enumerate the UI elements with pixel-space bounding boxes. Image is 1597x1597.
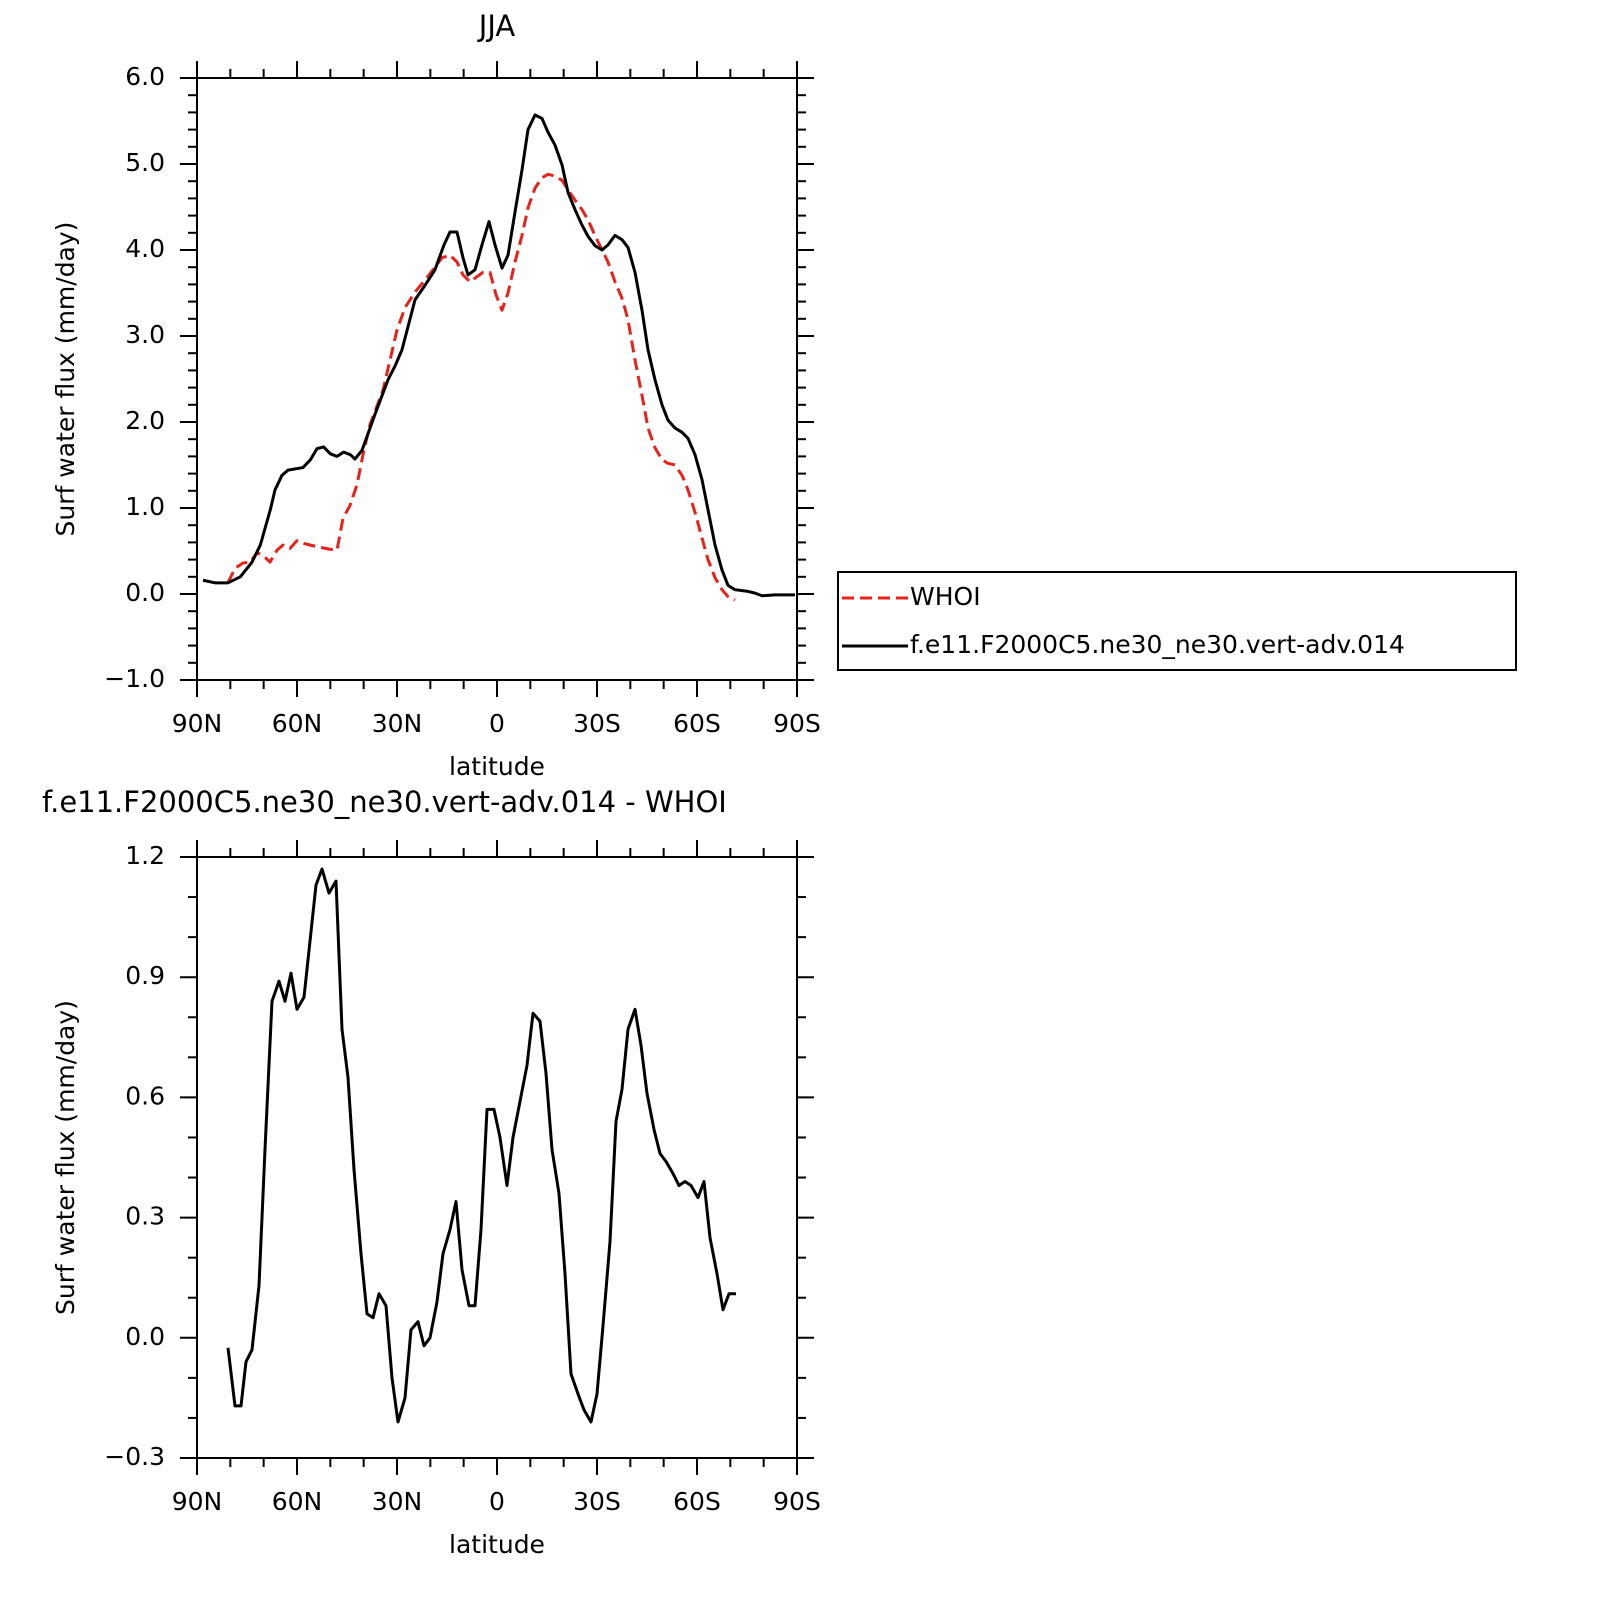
plot-frame [196,856,798,1459]
y-tick-label: 0.0 [125,1322,165,1351]
x-tick-label: 60S [673,1487,721,1516]
y-tick-label: −1.0 [104,664,165,693]
x-tick-label: 90N [172,709,223,738]
x-tick-label: 30S [573,709,621,738]
x-tick-label: 0 [489,709,505,738]
y-tick-label: −0.3 [104,1442,165,1471]
data-line [202,113,795,598]
y-tick-label: 0.0 [125,578,165,607]
data-line [226,172,736,602]
chart-title: f.e11.F2000C5.ne30_ne30.vert-adv.014 - W… [42,785,727,819]
legend-label: f.e11.F2000C5.ne30_ne30.vert-adv.014 [910,630,1405,659]
x-tick-label: 30N [372,1487,423,1516]
y-tick-label: 1.2 [125,841,165,870]
x-tick-label: 60S [673,709,721,738]
y-axis-label: Surf water flux (mm/day) [51,1000,80,1315]
data-line [226,867,736,1424]
y-axis-label: Surf water flux (mm/day) [51,222,80,537]
y-tick-label: 0.6 [125,1081,165,1110]
x-tick-label: 30S [573,1487,621,1516]
y-tick-label: 0.9 [125,961,165,990]
y-tick-label: 6.0 [125,62,165,91]
x-axis-label: latitude [449,752,545,781]
y-tick-label: 2.0 [125,406,165,435]
x-tick-label: 60N [272,1487,323,1516]
y-tick-label: 4.0 [125,234,165,263]
x-tick-label: 90S [773,1487,821,1516]
y-tick-label: 3.0 [125,320,165,349]
x-tick-label: 90N [172,1487,223,1516]
x-tick-label: 30N [372,709,423,738]
x-tick-label: 90S [773,709,821,738]
legend-label: WHOI [910,582,981,611]
y-tick-label: 5.0 [125,148,165,177]
x-tick-label: 0 [489,1487,505,1516]
y-tick-label: 0.3 [125,1202,165,1231]
chart-title: JJA [477,9,516,43]
x-axis-label: latitude [449,1530,545,1559]
x-tick-label: 60N [272,709,323,738]
y-tick-label: 1.0 [125,492,165,521]
legend-box [837,571,1517,671]
plot-frame [196,77,798,681]
